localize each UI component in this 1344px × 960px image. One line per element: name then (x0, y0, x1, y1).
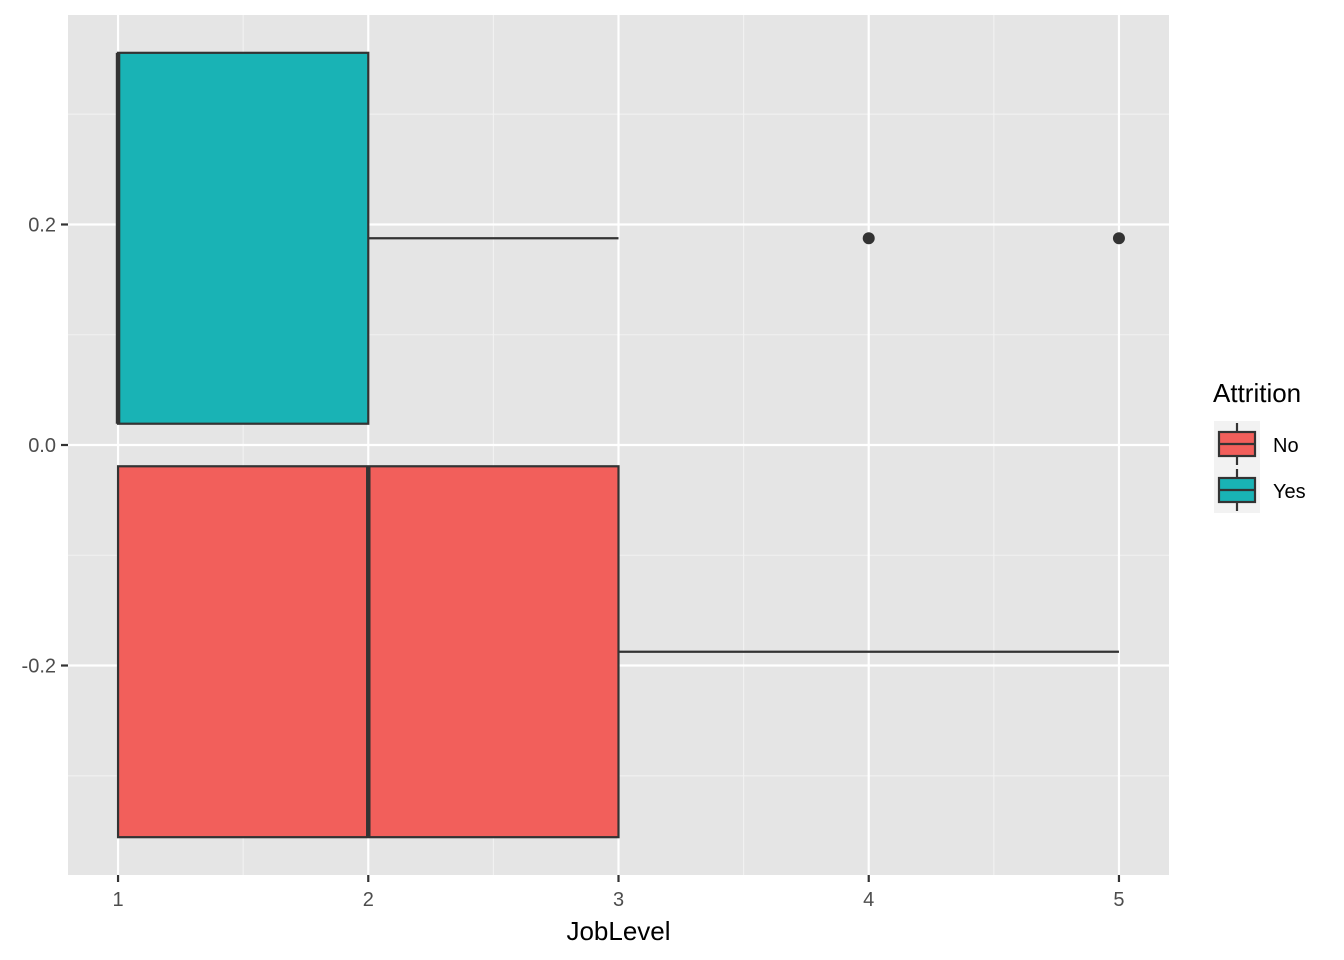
y-tick-label: 0.2 (28, 214, 56, 236)
outlier-point-yes (1112, 232, 1125, 245)
outlier-point-yes (862, 232, 875, 245)
y-tick-label: 0.0 (28, 435, 56, 457)
boxes-layer (115, 51, 1125, 839)
y-tick-label: -0.2 (22, 656, 56, 678)
legend-keys: No Yes (1214, 421, 1306, 513)
legend: Attrition No Yes (1213, 378, 1306, 513)
x-tick-label: 5 (1113, 889, 1124, 911)
axes-layer: 1 2 3 4 5 -0.2 0.0 0.2 (22, 214, 1125, 911)
box-yes (116, 51, 370, 425)
x-tick-label: 3 (613, 889, 624, 911)
x-tick-label: 4 (863, 889, 874, 911)
x-tick-label: 1 (112, 889, 123, 911)
legend-title: Attrition (1213, 378, 1301, 408)
x-tick-label: 2 (363, 889, 374, 911)
legend-label-no: No (1273, 435, 1299, 457)
legend-label-yes: Yes (1273, 481, 1306, 503)
x-axis-title: JobLevel (566, 916, 670, 946)
